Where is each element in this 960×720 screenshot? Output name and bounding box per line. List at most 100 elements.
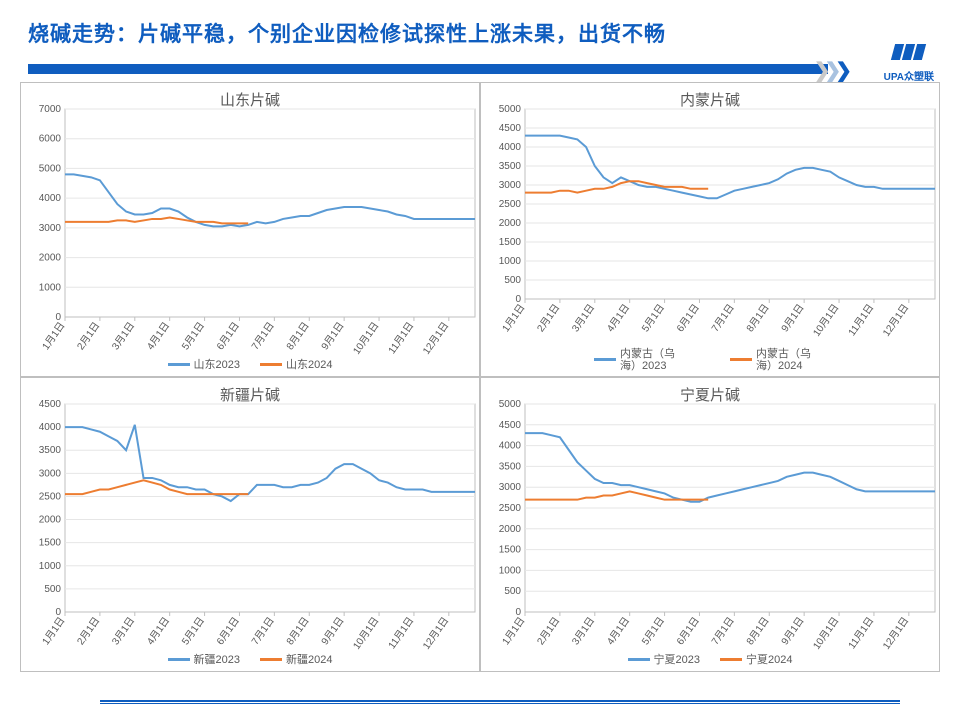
- svg-text:7月1日: 7月1日: [249, 615, 277, 647]
- svg-text:1000: 1000: [499, 565, 522, 576]
- svg-text:6月1日: 6月1日: [674, 302, 702, 334]
- series-2023: [525, 136, 935, 199]
- svg-text:6月1日: 6月1日: [674, 615, 702, 647]
- legend-2024: 山东2024: [260, 356, 332, 372]
- svg-text:2000: 2000: [39, 515, 62, 526]
- svg-text:9月1日: 9月1日: [779, 302, 807, 334]
- svg-text:4000: 4000: [39, 422, 62, 433]
- logo: UPA众塑联: [884, 44, 934, 83]
- svg-text:3500: 3500: [499, 461, 522, 472]
- svg-text:2500: 2500: [499, 503, 522, 514]
- chart-svg: 0500100015002000250030003500400045001月1日…: [21, 378, 481, 673]
- legend-label: 内蒙古（乌海）2023: [620, 348, 690, 372]
- svg-text:5月1日: 5月1日: [639, 615, 667, 647]
- svg-text:7月1日: 7月1日: [249, 320, 277, 352]
- legend-label: 新疆2024: [286, 651, 332, 667]
- svg-text:12月1日: 12月1日: [420, 615, 451, 652]
- legend: 宁夏2023 宁夏2024: [481, 651, 939, 667]
- svg-text:7月1日: 7月1日: [709, 302, 737, 334]
- svg-text:1500: 1500: [499, 545, 522, 556]
- legend-swatch: [168, 658, 190, 661]
- svg-text:4500: 4500: [499, 420, 522, 431]
- svg-text:9月1日: 9月1日: [319, 615, 347, 647]
- svg-text:8月1日: 8月1日: [744, 302, 772, 334]
- legend-2023: 宁夏2023: [628, 651, 700, 667]
- svg-text:3月1日: 3月1日: [110, 615, 138, 647]
- svg-text:3500: 3500: [499, 161, 522, 172]
- svg-text:11月1日: 11月1日: [386, 615, 416, 651]
- svg-text:3000: 3000: [499, 180, 522, 191]
- title-bar: 烧碱走势：片碱平稳，个别企业因检修试探性上涨未果，出货不畅: [0, 0, 960, 56]
- svg-text:5000: 5000: [499, 399, 522, 410]
- legend-label: 内蒙古（乌海）2024: [756, 348, 826, 372]
- svg-text:2月1日: 2月1日: [535, 302, 563, 334]
- svg-text:10月1日: 10月1日: [811, 615, 842, 652]
- svg-text:2000: 2000: [39, 253, 62, 264]
- legend: 内蒙古（乌海）2023 内蒙古（乌海）2024: [481, 348, 939, 372]
- legend-2023: 内蒙古（乌海）2023: [594, 348, 690, 372]
- footer-rule: [100, 699, 900, 704]
- svg-text:8月1日: 8月1日: [744, 615, 772, 647]
- svg-text:1500: 1500: [39, 538, 62, 549]
- legend-swatch: [168, 363, 190, 366]
- series-2023: [65, 425, 475, 501]
- svg-text:6月1日: 6月1日: [214, 320, 242, 352]
- svg-text:3000: 3000: [39, 223, 62, 234]
- chart-svg: 0500100015002000250030003500400045005000…: [481, 378, 941, 673]
- chart-svg: 010002000300040005000600070001月1日2月1日3月1…: [21, 83, 481, 378]
- svg-text:5000: 5000: [39, 163, 62, 174]
- svg-text:10月1日: 10月1日: [351, 615, 382, 652]
- svg-text:9月1日: 9月1日: [319, 320, 347, 352]
- svg-text:4月1日: 4月1日: [144, 615, 172, 647]
- svg-text:11月1日: 11月1日: [846, 615, 876, 651]
- svg-text:7000: 7000: [39, 104, 62, 115]
- header-strip: ❯❯❯: [28, 60, 960, 78]
- legend-swatch: [628, 658, 650, 661]
- svg-text:3月1日: 3月1日: [110, 320, 138, 352]
- header-strip-bar: [28, 64, 828, 74]
- svg-text:2500: 2500: [499, 199, 522, 210]
- svg-text:1月1日: 1月1日: [40, 320, 68, 352]
- svg-text:3500: 3500: [39, 445, 62, 456]
- chart-panel: 宁夏片碱050010001500200025003000350040004500…: [480, 377, 940, 672]
- svg-text:7月1日: 7月1日: [709, 615, 737, 647]
- svg-text:500: 500: [44, 584, 61, 595]
- legend-swatch: [260, 658, 282, 661]
- series-2024: [65, 217, 248, 223]
- svg-text:2500: 2500: [39, 491, 62, 502]
- svg-text:1000: 1000: [499, 256, 522, 267]
- svg-text:8月1日: 8月1日: [284, 615, 312, 647]
- svg-text:1500: 1500: [499, 237, 522, 248]
- chart-panel: 新疆片碱050010001500200025003000350040004500…: [20, 377, 480, 672]
- logo-icon: [892, 44, 926, 66]
- svg-text:4000: 4000: [499, 441, 522, 452]
- svg-text:2000: 2000: [499, 524, 522, 535]
- svg-text:5月1日: 5月1日: [639, 302, 667, 334]
- svg-text:6月1日: 6月1日: [214, 615, 242, 647]
- svg-text:2月1日: 2月1日: [75, 615, 103, 647]
- legend-swatch: [260, 363, 282, 366]
- series-2024: [65, 480, 248, 494]
- chart-panel: 内蒙片碱050010001500200025003000350040004500…: [480, 82, 940, 377]
- svg-text:1月1日: 1月1日: [40, 615, 68, 647]
- legend-label: 山东2023: [194, 356, 240, 372]
- series-2023: [525, 433, 935, 502]
- svg-text:5月1日: 5月1日: [179, 615, 207, 647]
- svg-text:12月1日: 12月1日: [420, 320, 451, 357]
- chart-panel: 山东片碱010002000300040005000600070001月1日2月1…: [20, 82, 480, 377]
- svg-text:9月1日: 9月1日: [779, 615, 807, 647]
- legend: 山东2023 山东2024: [21, 356, 479, 372]
- chevron-group: ❯❯❯: [820, 58, 852, 83]
- svg-text:4500: 4500: [39, 399, 62, 410]
- legend-2024: 宁夏2024: [720, 651, 792, 667]
- page-title: 烧碱走势：片碱平稳，个别企业因检修试探性上涨未果，出货不畅: [28, 18, 932, 48]
- legend-2023: 新疆2023: [168, 651, 240, 667]
- logo-text: UPA众塑联: [884, 68, 934, 83]
- svg-text:4000: 4000: [39, 193, 62, 204]
- svg-text:4000: 4000: [499, 142, 522, 153]
- svg-text:4月1日: 4月1日: [604, 302, 632, 334]
- svg-text:6000: 6000: [39, 134, 62, 145]
- svg-text:500: 500: [504, 275, 521, 286]
- legend-swatch: [594, 358, 616, 361]
- svg-text:4月1日: 4月1日: [604, 615, 632, 647]
